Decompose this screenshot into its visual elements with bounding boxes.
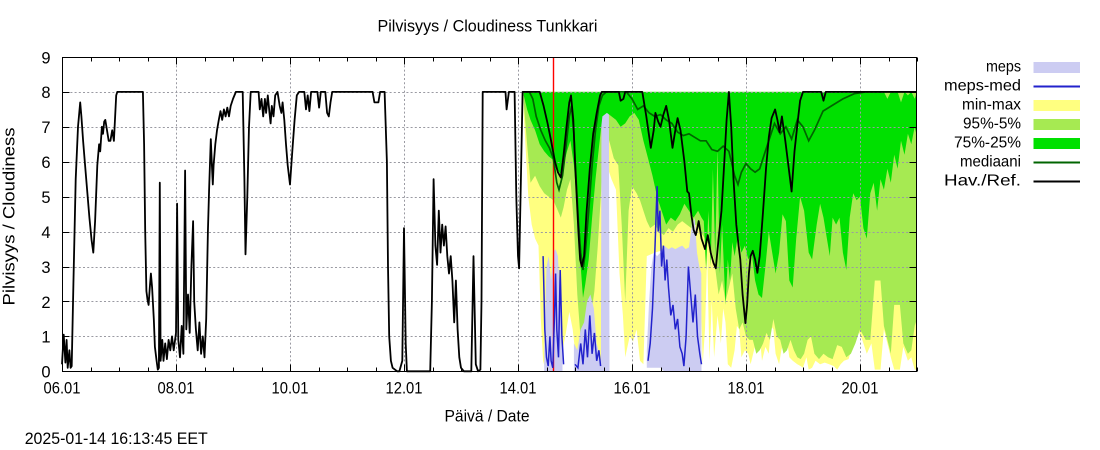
svg-text:16.01: 16.01 bbox=[614, 380, 651, 398]
svg-text:9: 9 bbox=[41, 49, 50, 67]
svg-text:8: 8 bbox=[41, 84, 50, 102]
svg-text:2: 2 bbox=[41, 294, 50, 312]
svg-text:1: 1 bbox=[41, 329, 50, 347]
svg-text:min-max: min-max bbox=[962, 97, 1021, 114]
svg-text:7: 7 bbox=[41, 119, 50, 137]
svg-text:meps: meps bbox=[986, 59, 1021, 76]
svg-text:75%-25%: 75%-25% bbox=[954, 135, 1021, 152]
svg-text:6: 6 bbox=[41, 154, 50, 172]
svg-text:08.01: 08.01 bbox=[158, 380, 195, 398]
svg-text:20.01: 20.01 bbox=[842, 380, 879, 398]
svg-text:Päivä / Date: Päivä / Date bbox=[445, 406, 530, 425]
svg-text:12.01: 12.01 bbox=[386, 380, 423, 398]
svg-text:4: 4 bbox=[41, 224, 50, 242]
svg-text:mediaani: mediaani bbox=[960, 154, 1021, 171]
svg-text:2025-01-14 16:13:45 EET: 2025-01-14 16:13:45 EET bbox=[25, 429, 208, 448]
svg-text:meps-med: meps-med bbox=[944, 78, 1021, 95]
svg-text:Hav./Ref.: Hav./Ref. bbox=[944, 173, 1021, 190]
svg-text:Pilvisyys / Cloudiness Tunkkar: Pilvisyys / Cloudiness Tunkkari bbox=[378, 17, 598, 36]
svg-text:3: 3 bbox=[41, 259, 50, 277]
svg-text:0: 0 bbox=[41, 364, 50, 382]
svg-text:Pilvisyys / Cloudiness: Pilvisyys / Cloudiness bbox=[0, 127, 19, 305]
svg-text:06.01: 06.01 bbox=[44, 380, 81, 398]
svg-text:18.01: 18.01 bbox=[728, 380, 765, 398]
svg-text:14.01: 14.01 bbox=[500, 380, 537, 398]
svg-text:5: 5 bbox=[41, 189, 50, 207]
svg-text:10.01: 10.01 bbox=[272, 380, 309, 398]
svg-text:95%-5%: 95%-5% bbox=[963, 116, 1021, 133]
